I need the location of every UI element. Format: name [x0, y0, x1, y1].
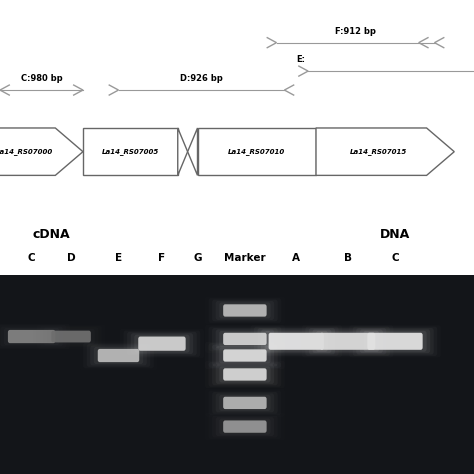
Text: D: D	[67, 253, 75, 264]
FancyBboxPatch shape	[219, 302, 271, 319]
FancyBboxPatch shape	[360, 329, 430, 353]
Text: cDNA: cDNA	[33, 228, 70, 241]
Text: C: C	[28, 253, 36, 264]
Text: A: A	[292, 253, 300, 264]
Text: F:912 bp: F:912 bp	[335, 27, 376, 36]
FancyBboxPatch shape	[223, 333, 266, 345]
Polygon shape	[0, 128, 83, 175]
Text: E: E	[115, 253, 122, 264]
FancyBboxPatch shape	[8, 330, 55, 343]
Text: La14_RS07015: La14_RS07015	[350, 148, 407, 155]
FancyBboxPatch shape	[216, 365, 274, 384]
FancyBboxPatch shape	[264, 331, 328, 352]
Bar	[198, 128, 316, 175]
FancyBboxPatch shape	[312, 329, 383, 353]
FancyBboxPatch shape	[51, 331, 91, 342]
FancyBboxPatch shape	[216, 393, 274, 412]
Polygon shape	[178, 128, 188, 175]
Text: E:: E:	[296, 55, 305, 64]
FancyBboxPatch shape	[219, 366, 271, 383]
FancyBboxPatch shape	[138, 337, 186, 351]
FancyBboxPatch shape	[131, 333, 193, 354]
FancyBboxPatch shape	[216, 301, 274, 320]
Bar	[0, 275, 474, 474]
Text: La14_RS07000: La14_RS07000	[0, 148, 53, 155]
Text: C:980 bp: C:980 bp	[21, 74, 62, 83]
FancyBboxPatch shape	[219, 331, 271, 347]
FancyBboxPatch shape	[367, 333, 423, 350]
FancyBboxPatch shape	[223, 304, 266, 317]
FancyBboxPatch shape	[223, 349, 266, 362]
Bar	[0, 275, 474, 474]
Text: La14_RS07005: La14_RS07005	[102, 148, 159, 155]
Text: G: G	[193, 253, 202, 264]
FancyBboxPatch shape	[219, 347, 271, 364]
FancyBboxPatch shape	[98, 349, 139, 362]
FancyBboxPatch shape	[261, 329, 331, 353]
Polygon shape	[316, 128, 454, 175]
Bar	[83, 128, 178, 175]
FancyBboxPatch shape	[223, 368, 266, 381]
FancyBboxPatch shape	[216, 329, 274, 348]
FancyBboxPatch shape	[134, 335, 190, 353]
FancyBboxPatch shape	[216, 346, 274, 365]
FancyBboxPatch shape	[320, 333, 375, 350]
Text: B: B	[344, 253, 352, 264]
FancyBboxPatch shape	[223, 397, 266, 409]
Text: La14_RS07010: La14_RS07010	[228, 148, 285, 155]
Text: F: F	[158, 253, 165, 264]
FancyBboxPatch shape	[364, 331, 427, 352]
FancyBboxPatch shape	[90, 346, 147, 365]
Text: C: C	[391, 253, 399, 264]
FancyBboxPatch shape	[269, 333, 324, 350]
FancyBboxPatch shape	[94, 347, 143, 364]
FancyBboxPatch shape	[316, 331, 379, 352]
FancyBboxPatch shape	[223, 420, 266, 433]
FancyBboxPatch shape	[219, 419, 271, 435]
Polygon shape	[188, 128, 198, 175]
Text: DNA: DNA	[380, 228, 410, 241]
Text: Marker: Marker	[224, 253, 266, 264]
Text: D:926 bp: D:926 bp	[180, 74, 223, 83]
FancyBboxPatch shape	[219, 395, 271, 411]
